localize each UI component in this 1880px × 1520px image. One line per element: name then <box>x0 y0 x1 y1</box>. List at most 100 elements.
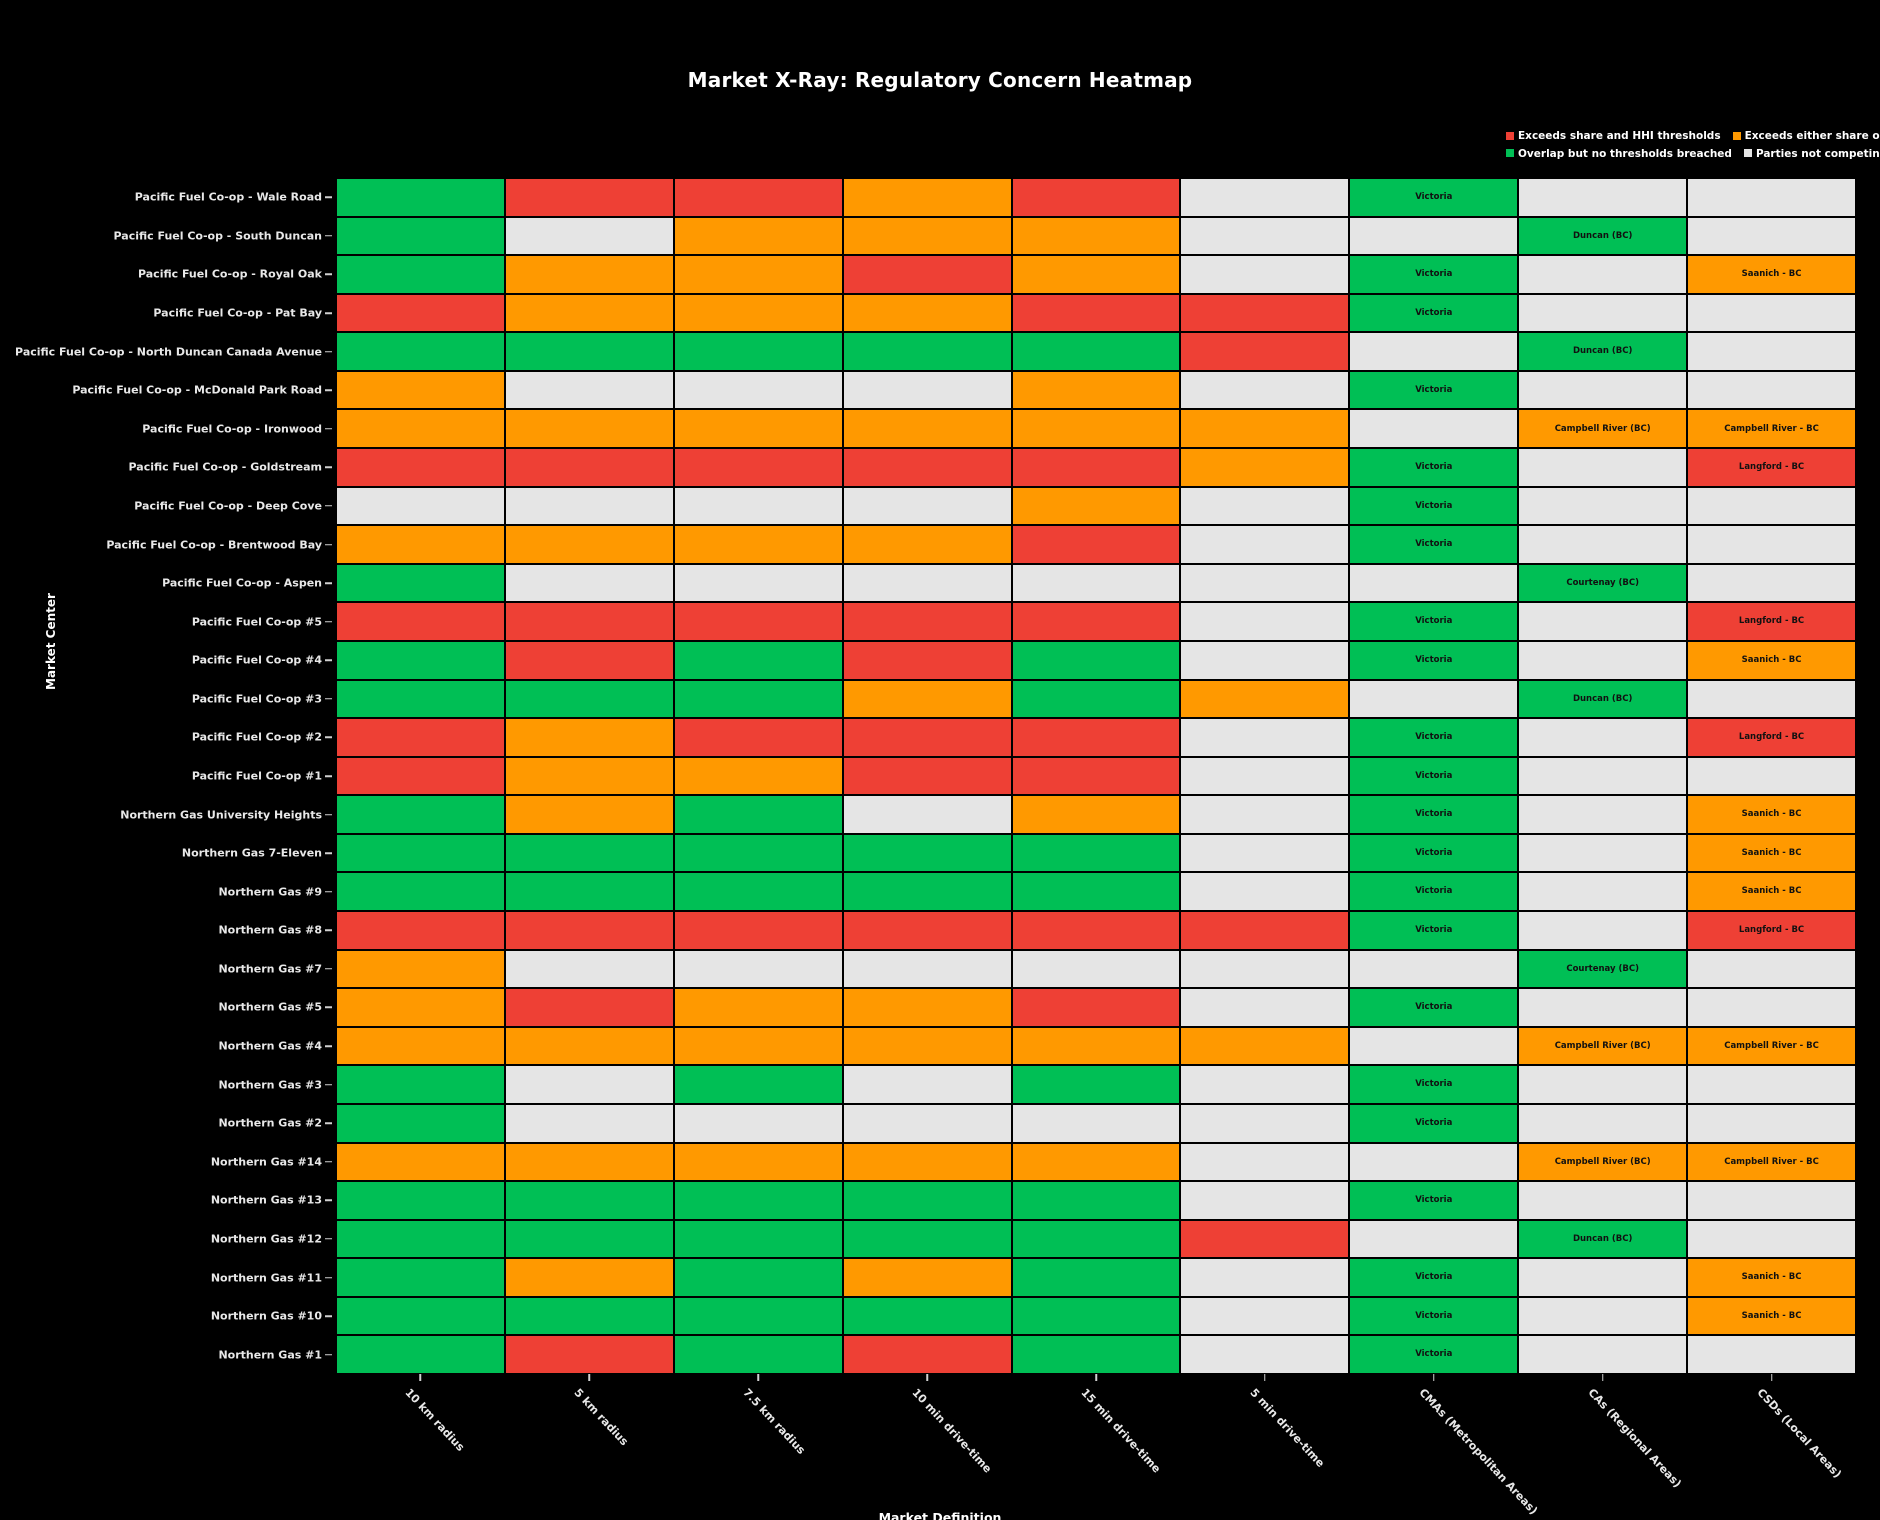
heatmap-cell[interactable] <box>842 178 1012 217</box>
heatmap-cell[interactable] <box>673 1142 843 1182</box>
heatmap-cell[interactable] <box>1687 486 1856 526</box>
heatmap-cell[interactable]: Duncan (BC) <box>1518 216 1688 256</box>
heatmap-cell[interactable] <box>1011 640 1181 680</box>
heatmap-cell[interactable] <box>1687 370 1856 410</box>
heatmap-cell[interactable] <box>842 409 1012 449</box>
heatmap-cell[interactable] <box>1687 949 1856 989</box>
heatmap-cell[interactable] <box>842 718 1012 757</box>
heatmap-cell[interactable] <box>842 525 1012 564</box>
heatmap-cell[interactable]: Courtenay (BC) <box>1518 949 1688 989</box>
heatmap-cell[interactable] <box>1180 525 1350 564</box>
heatmap-cell[interactable] <box>504 1026 674 1066</box>
heatmap-cell[interactable] <box>842 255 1012 294</box>
heatmap-cell[interactable] <box>1518 872 1688 912</box>
heatmap-cell[interactable] <box>336 911 505 950</box>
heatmap-cell[interactable] <box>336 448 505 487</box>
heatmap-cell[interactable] <box>673 255 843 294</box>
heatmap-cell[interactable] <box>673 911 843 950</box>
heatmap-cell[interactable] <box>336 988 505 1027</box>
heatmap-cell[interactable] <box>1518 293 1688 333</box>
heatmap-cell[interactable] <box>1180 409 1350 449</box>
heatmap-cell[interactable] <box>1011 795 1181 834</box>
heatmap-cell[interactable] <box>1349 1219 1519 1259</box>
heatmap-cell[interactable] <box>673 563 843 603</box>
heatmap-cell[interactable] <box>673 1181 843 1220</box>
heatmap-cell[interactable] <box>1518 1335 1688 1374</box>
heatmap-cell[interactable] <box>673 833 843 873</box>
heatmap-cell[interactable] <box>1687 1181 1856 1220</box>
heatmap-cell[interactable] <box>1011 911 1181 950</box>
heatmap-cell[interactable]: Victoria <box>1349 602 1519 641</box>
heatmap-cell[interactable]: Victoria <box>1349 1103 1519 1143</box>
heatmap-cell[interactable] <box>1180 1335 1350 1374</box>
heatmap-cell[interactable] <box>504 756 674 796</box>
heatmap-cell[interactable]: Victoria <box>1349 718 1519 757</box>
heatmap-cell[interactable] <box>504 178 674 217</box>
heatmap-cell[interactable] <box>336 602 505 641</box>
heatmap-cell[interactable] <box>504 602 674 641</box>
heatmap-cell[interactable]: Victoria <box>1349 255 1519 294</box>
heatmap-cell[interactable] <box>1518 448 1688 487</box>
heatmap-cell[interactable] <box>1349 332 1519 371</box>
heatmap-cell[interactable] <box>336 1065 505 1104</box>
heatmap-cell[interactable] <box>842 1065 1012 1104</box>
heatmap-cell[interactable] <box>504 1142 674 1182</box>
heatmap-cell[interactable] <box>1518 795 1688 834</box>
heatmap-cell[interactable] <box>1349 216 1519 256</box>
heatmap-cell[interactable] <box>336 293 505 333</box>
heatmap-cell[interactable] <box>1180 795 1350 834</box>
heatmap-cell[interactable] <box>673 409 843 449</box>
heatmap-cell[interactable] <box>336 1219 505 1259</box>
heatmap-cell[interactable] <box>673 756 843 796</box>
heatmap-cell[interactable]: Duncan (BC) <box>1518 332 1688 371</box>
heatmap-cell[interactable] <box>1180 178 1350 217</box>
heatmap-cell[interactable]: Victoria <box>1349 293 1519 333</box>
heatmap-cell[interactable] <box>504 409 674 449</box>
heatmap-cell[interactable] <box>673 1065 843 1104</box>
heatmap-cell[interactable] <box>1518 602 1688 641</box>
heatmap-cell[interactable] <box>336 1142 505 1182</box>
heatmap-cell[interactable] <box>1011 1065 1181 1104</box>
heatmap-cell[interactable] <box>336 332 505 371</box>
heatmap-cell[interactable] <box>1180 640 1350 680</box>
heatmap-cell[interactable] <box>673 525 843 564</box>
heatmap-cell[interactable]: Saanich - BC <box>1687 872 1856 912</box>
heatmap-cell[interactable] <box>1011 679 1181 719</box>
heatmap-cell[interactable] <box>1349 409 1519 449</box>
heatmap-cell[interactable] <box>1349 679 1519 719</box>
heatmap-cell[interactable] <box>336 1103 505 1143</box>
heatmap-cell[interactable] <box>842 332 1012 371</box>
heatmap-cell[interactable] <box>1180 1296 1350 1336</box>
heatmap-cell[interactable] <box>504 525 674 564</box>
heatmap-cell[interactable] <box>1011 563 1181 603</box>
heatmap-cell[interactable] <box>1180 1026 1350 1066</box>
heatmap-cell[interactable] <box>1518 370 1688 410</box>
heatmap-cell[interactable] <box>336 833 505 873</box>
heatmap-cell[interactable] <box>673 872 843 912</box>
heatmap-cell[interactable] <box>1687 679 1856 719</box>
heatmap-cell[interactable]: Saanich - BC <box>1687 255 1856 294</box>
heatmap-cell[interactable] <box>842 1026 1012 1066</box>
heatmap-cell[interactable] <box>842 448 1012 487</box>
heatmap-cell[interactable] <box>1011 216 1181 256</box>
heatmap-cell[interactable] <box>1687 332 1856 371</box>
heatmap-cell[interactable]: Victoria <box>1349 756 1519 796</box>
heatmap-cell[interactable] <box>1687 293 1856 333</box>
heatmap-cell[interactable] <box>336 370 505 410</box>
heatmap-cell[interactable] <box>504 293 674 333</box>
heatmap-cell[interactable] <box>842 1181 1012 1220</box>
heatmap-cell[interactable] <box>1518 1065 1688 1104</box>
heatmap-cell[interactable] <box>336 1296 505 1336</box>
heatmap-cell[interactable] <box>1180 1219 1350 1259</box>
heatmap-cell[interactable] <box>504 679 674 719</box>
heatmap-cell[interactable] <box>504 448 674 487</box>
heatmap-cell[interactable]: Campbell River - BC <box>1687 1026 1856 1066</box>
heatmap-cell[interactable] <box>842 756 1012 796</box>
heatmap-cell[interactable] <box>1349 1142 1519 1182</box>
heatmap-cell[interactable] <box>336 486 505 526</box>
heatmap-cell[interactable] <box>504 1219 674 1259</box>
heatmap-cell[interactable] <box>1518 718 1688 757</box>
heatmap-cell[interactable] <box>1180 1258 1350 1297</box>
heatmap-cell[interactable]: Duncan (BC) <box>1518 679 1688 719</box>
heatmap-cell[interactable] <box>673 1296 843 1336</box>
